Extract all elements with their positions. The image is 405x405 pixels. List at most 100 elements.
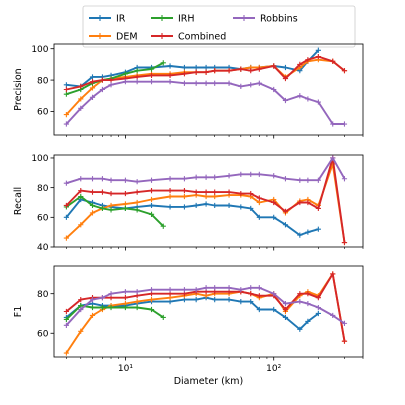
data-point: [63, 91, 69, 97]
data-point: [248, 82, 254, 88]
data-point: [305, 291, 311, 297]
data-point: [238, 287, 244, 293]
data-point: [181, 80, 188, 86]
data-point: [282, 64, 289, 71]
data-point: [63, 121, 69, 127]
data-point: [203, 285, 209, 291]
data-point: [282, 176, 289, 182]
data-point: [134, 207, 140, 213]
data-point: [193, 174, 199, 180]
data-point: [99, 86, 106, 93]
data-point: [203, 189, 209, 195]
data-point: [63, 308, 69, 315]
data-point: [226, 297, 232, 303]
series-ir-line: [65, 198, 319, 237]
y-axis-label: Recall: [13, 187, 24, 215]
data-point: [341, 121, 348, 127]
data-point: [108, 304, 114, 311]
series-robbins-line: [65, 80, 345, 125]
data-point: [63, 316, 69, 323]
data-point: [282, 314, 289, 321]
data-point: [282, 300, 289, 307]
series-dem-line: [65, 272, 346, 354]
y-tick-label: 40: [37, 243, 49, 253]
data-point: [341, 320, 348, 326]
data-point: [248, 285, 254, 291]
data-point: [108, 207, 114, 213]
data-point: [282, 97, 289, 104]
data-point: [122, 304, 129, 311]
data-point: [181, 188, 188, 194]
data-point: [305, 199, 311, 206]
data-point: [89, 74, 96, 80]
series-robbins: [63, 79, 348, 127]
data-point: [282, 75, 289, 82]
data-point: [167, 63, 173, 69]
data-point: [99, 189, 106, 195]
data-point: [330, 58, 336, 64]
data-point: [134, 299, 140, 305]
data-point: [108, 77, 114, 83]
data-point: [99, 176, 106, 182]
data-point: [315, 304, 321, 311]
data-point: [63, 214, 69, 220]
data-point: [167, 176, 173, 182]
data-point: [271, 173, 277, 179]
data-point: [203, 80, 209, 86]
data-point: [248, 299, 254, 305]
data-point: [271, 199, 277, 206]
data-point: [341, 239, 348, 246]
data-point: [78, 306, 84, 313]
data-point: [89, 210, 96, 216]
series-robbins: [63, 155, 348, 186]
data-point: [122, 79, 129, 85]
data-point: [63, 350, 69, 356]
data-point: [122, 295, 129, 301]
legend-marker: [159, 15, 165, 21]
data-point: [63, 202, 69, 209]
data-point: [78, 96, 84, 102]
y-tick-label: 100: [31, 45, 48, 55]
data-point: [63, 86, 69, 93]
series-robbins-line: [66, 157, 346, 185]
data-point: [148, 79, 155, 85]
data-point: [122, 289, 129, 295]
data-point: [212, 174, 218, 180]
legend-item-irh: IRH: [151, 13, 195, 24]
data-point: [181, 64, 188, 71]
data-point: [181, 71, 188, 77]
data-point: [78, 297, 84, 303]
data-point: [282, 208, 289, 214]
data-point: [226, 68, 232, 74]
data-point: [330, 271, 336, 277]
data-point: [99, 295, 106, 301]
data-point: [78, 193, 84, 200]
data-point: [305, 318, 311, 324]
panel-recall: 40 60 80 100 Recall: [13, 154, 364, 253]
y-tick-label: 100: [31, 154, 48, 164]
x-tick-label: 10¹: [118, 364, 133, 374]
data-point: [89, 85, 96, 91]
data-point: [297, 93, 303, 99]
panel-f1-frame: [53, 265, 364, 358]
data-point: [108, 82, 114, 88]
legend-label: IR: [116, 13, 126, 24]
series-ir-line: [66, 49, 320, 88]
data-point: [315, 177, 321, 183]
data-point: [148, 196, 155, 203]
data-point: [330, 155, 336, 161]
data-point: [256, 285, 262, 291]
data-point: [256, 199, 262, 206]
legend-item-dem: DEM: [89, 31, 138, 42]
data-point: [315, 226, 321, 232]
data-point: [330, 121, 336, 127]
data-point: [315, 310, 321, 317]
data-point: [297, 199, 303, 206]
data-point: [78, 328, 84, 334]
data-point: [212, 68, 218, 74]
legend-label: Robbins: [260, 13, 298, 24]
data-point: [315, 295, 321, 301]
data-point: [305, 177, 311, 183]
data-point: [160, 60, 166, 66]
data-point: [212, 202, 218, 209]
